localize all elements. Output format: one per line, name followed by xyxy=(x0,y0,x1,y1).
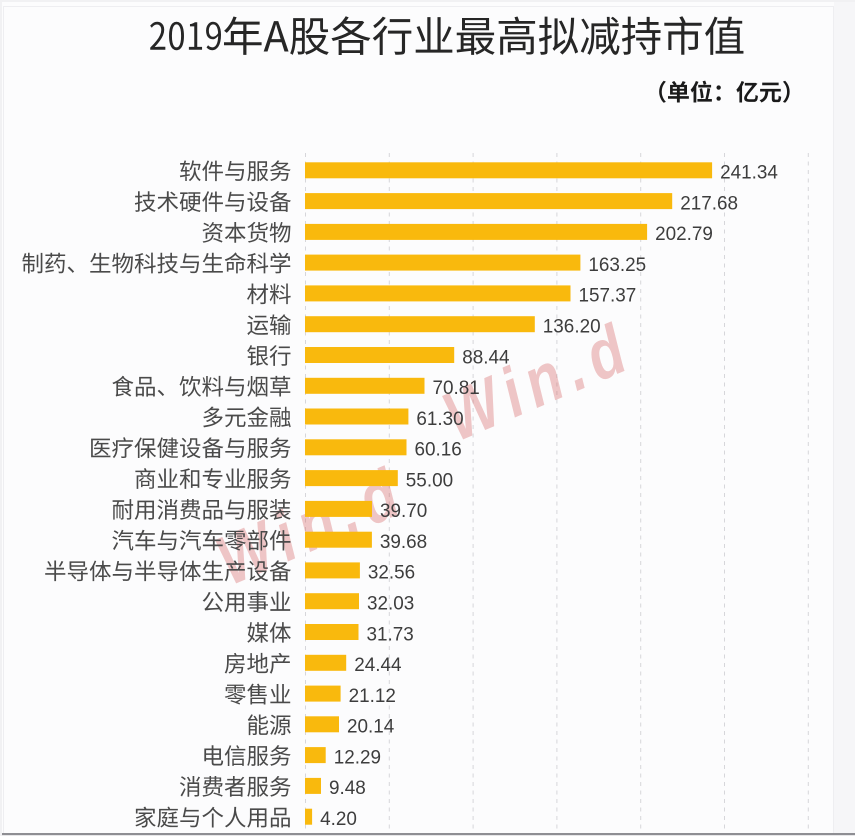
svg-text:202.79: 202.79 xyxy=(655,223,713,245)
svg-text:61.30: 61.30 xyxy=(416,408,463,430)
svg-text:217.68: 217.68 xyxy=(680,192,738,214)
svg-text:9.48: 9.48 xyxy=(329,777,366,799)
svg-text:157.37: 157.37 xyxy=(579,285,637,307)
svg-text:163.25: 163.25 xyxy=(588,254,646,276)
svg-text:32.56: 32.56 xyxy=(368,562,415,584)
svg-text:60.16: 60.16 xyxy=(415,439,462,461)
svg-text:136.20: 136.20 xyxy=(543,316,601,338)
svg-text:39.68: 39.68 xyxy=(380,531,427,553)
svg-text:4.20: 4.20 xyxy=(320,808,357,830)
svg-text:20.14: 20.14 xyxy=(347,716,394,738)
svg-text:88.44: 88.44 xyxy=(462,346,509,368)
svg-text:31.73: 31.73 xyxy=(367,623,414,645)
svg-text:241.34: 241.34 xyxy=(720,162,778,184)
svg-text:21.12: 21.12 xyxy=(349,685,396,707)
svg-text:55.00: 55.00 xyxy=(406,469,453,491)
svg-text:24.44: 24.44 xyxy=(354,654,401,676)
svg-text:12.29: 12.29 xyxy=(334,746,381,768)
svg-text:70.81: 70.81 xyxy=(433,377,480,399)
svg-text:32.03: 32.03 xyxy=(367,593,414,615)
svg-text:39.70: 39.70 xyxy=(380,500,427,522)
